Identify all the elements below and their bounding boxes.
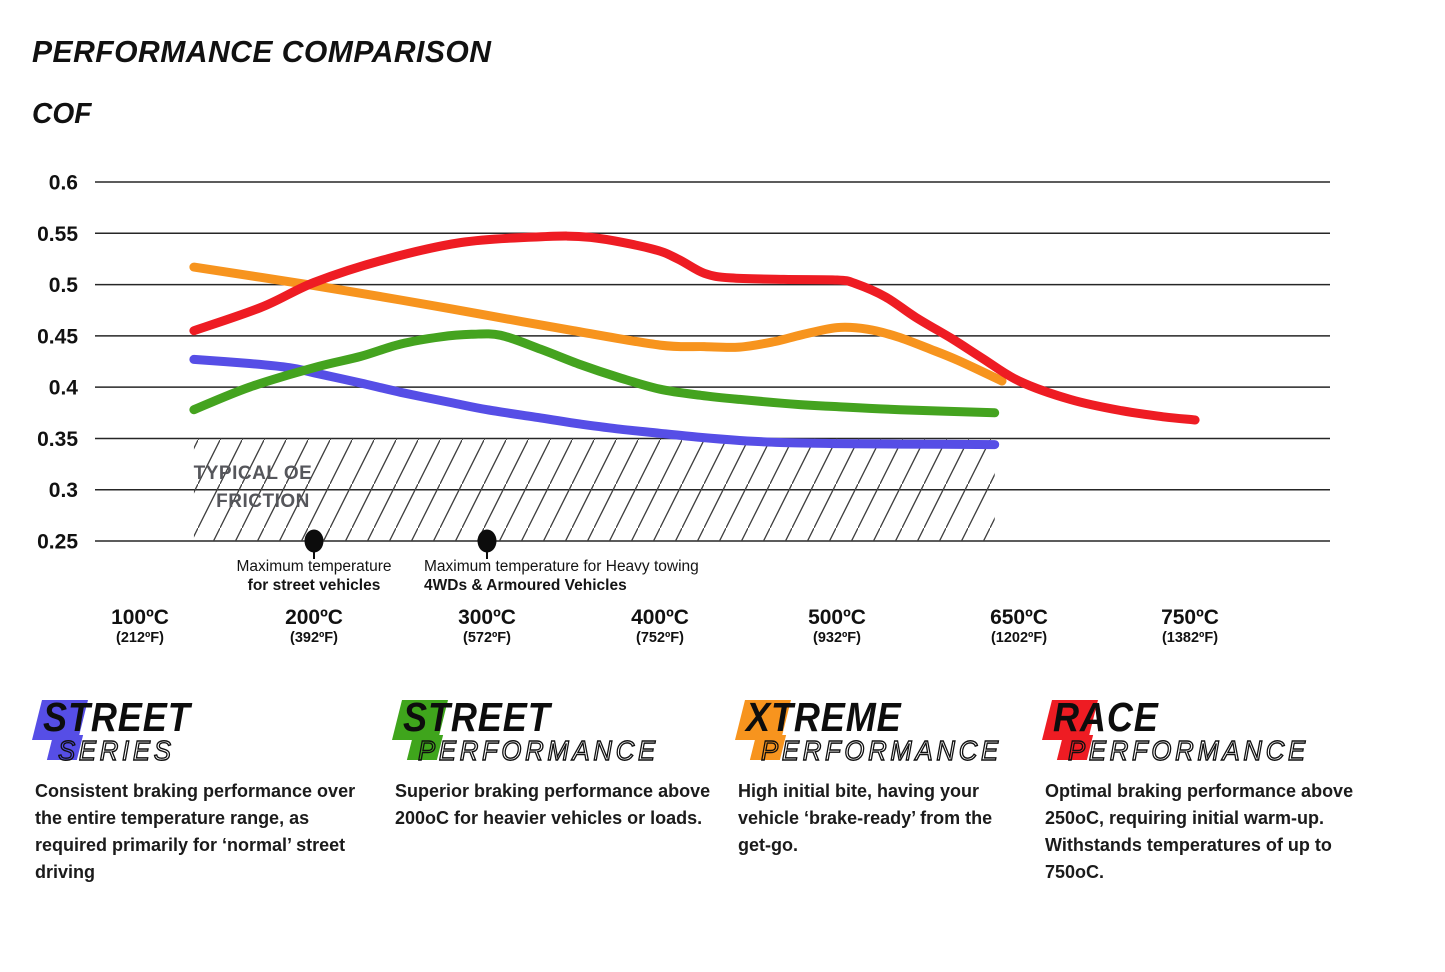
x-tick-fahrenheit: (1202ºF): [990, 630, 1048, 646]
y-axis-title: COF: [32, 98, 92, 130]
x-tick-300c: 300ºC (572ºF): [458, 606, 516, 647]
curve-street-performance: [189, 329, 1000, 418]
cof-line-chart: 0.6 0.55 0.5 0.45 0.4 0.35 0.3 0.25 TYPICAL OE F…: [37, 172, 1330, 559]
annotation-line1: Maximum temperature for Heavy towing: [424, 558, 699, 575]
x-tick-fahrenheit: (392ºF): [289, 630, 338, 646]
typical-oe-friction-band: TYPICAL OE FRICTION: [194, 438, 995, 541]
series-curves: [189, 231, 1200, 450]
x-tick-celsius: 650ºC: [990, 606, 1048, 629]
product-description: High initial bite, having your vehicle ‘…: [738, 781, 993, 855]
logo-word2: PERFORMANCE: [760, 734, 1002, 766]
x-tick-400c: 400ºC (752ºF): [631, 606, 689, 647]
product-description: Consistent braking performance over the …: [35, 781, 356, 882]
annotation-max-temp-street: Maximum temperature for street vehicles: [229, 558, 399, 595]
x-tick-celsius: 200ºC: [285, 606, 343, 629]
logo-word2: PERFORMANCE: [1067, 734, 1309, 766]
curve-xtreme-performance: [189, 262, 1007, 386]
logo-word1: RACE: [1053, 694, 1159, 740]
product-description: Optimal braking performance above 250oC,…: [1045, 781, 1354, 882]
x-tick-500c: 500ºC (932ºF): [808, 606, 866, 647]
marker-dot: [304, 529, 324, 553]
x-tick-750c: 750ºC (1382ºF): [1161, 606, 1219, 647]
x-tick-fahrenheit: (212ºF): [115, 630, 164, 646]
x-tick-celsius: 400ºC: [631, 606, 689, 629]
gridlines: 0.6 0.55 0.5 0.45 0.4 0.35 0.3 0.25: [37, 172, 1330, 554]
product-description: Superior braking performance above 200oC…: [395, 781, 711, 828]
marker-dot: [477, 529, 497, 553]
x-tick-celsius: 100ºC: [111, 606, 169, 629]
y-tick-label: 0.4: [49, 377, 79, 400]
x-tick-celsius: 750ºC: [1161, 606, 1219, 629]
annotation-line1: Maximum temperature: [236, 558, 392, 575]
logo-word2: PERFORMANCE: [417, 734, 659, 766]
annotation-line2: for street vehicles: [247, 576, 381, 594]
x-tick-100c: 100ºC (212ºF): [111, 606, 169, 647]
logo-word1: STREET: [403, 694, 551, 740]
logo-word1: XTREME: [746, 694, 902, 740]
x-tick-200c: 200ºC (392ºF): [285, 606, 343, 647]
annotation-line2: 4WDs & Armoured Vehicles: [424, 576, 627, 594]
x-tick-fahrenheit: (1382ºF): [1161, 630, 1219, 646]
y-tick-label: 0.5: [49, 274, 79, 297]
logo-word1: STREET: [43, 694, 191, 740]
y-tick-label: 0.45: [37, 325, 78, 348]
x-tick-fahrenheit: (572ºF): [462, 630, 511, 646]
y-tick-label: 0.3: [49, 479, 78, 502]
annotation-max-temp-towing: Maximum temperature for Heavy towing 4WD…: [424, 558, 734, 595]
oe-friction-label: FRICTION: [216, 491, 310, 512]
y-tick-label: 0.6: [49, 172, 78, 195]
x-tick-fahrenheit: (932ºF): [812, 630, 861, 646]
y-tick-label: 0.35: [37, 428, 78, 451]
x-tick-celsius: 500ºC: [808, 606, 866, 629]
x-tick-650c: 650ºC (1202ºF): [990, 606, 1048, 647]
y-tick-label: 0.55: [37, 223, 78, 246]
temperature-markers: [304, 529, 497, 559]
curve-race-performance: [189, 231, 1200, 425]
oe-friction-hatch: [193, 438, 995, 541]
oe-friction-label: TYPICAL OE: [194, 463, 313, 484]
y-tick-label: 0.25: [37, 531, 78, 554]
logo-word2: SERIES: [57, 734, 175, 766]
x-tick-fahrenheit: (752ºF): [635, 630, 684, 646]
page-title: PERFORMANCE COMPARISON: [32, 34, 492, 69]
x-tick-celsius: 300ºC: [458, 606, 516, 629]
